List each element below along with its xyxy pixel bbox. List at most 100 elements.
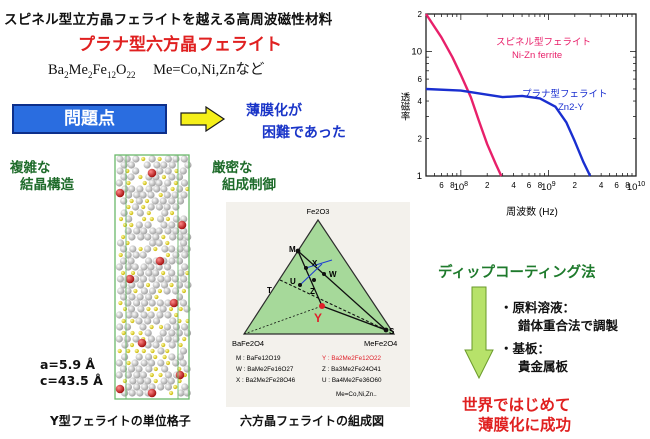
oxygen-atom [145, 257, 153, 265]
oxygen-atom [132, 155, 140, 163]
legend-u: U : Ba4Me2Fe36O60 [322, 377, 382, 384]
oxygen-atom [149, 227, 157, 235]
oxygen-atom [155, 263, 163, 271]
iron-atom [149, 324, 154, 330]
oxygen-atom [127, 365, 136, 373]
y-tick-label: 1 [417, 171, 422, 182]
oxygen-atom [125, 191, 133, 199]
point-s [383, 327, 389, 333]
oxygen-atom [123, 323, 132, 331]
oxygen-atom [149, 239, 157, 247]
oxygen-atom [168, 161, 176, 169]
oxygen-atom [147, 263, 155, 271]
barium-atom [115, 384, 125, 394]
oxygen-atom [124, 299, 132, 307]
oxygen-atom [131, 359, 139, 367]
oxygen-atom [115, 311, 123, 319]
point-y-label: Y [314, 311, 322, 325]
chemical-formula: Ba2Me2Fe12O22 Me=Co,Ni,Znなど [48, 58, 264, 80]
oxygen-atom [135, 353, 143, 361]
oxygen-atom [157, 347, 165, 355]
x-minor-tick-label: 6 [614, 181, 619, 190]
formula-o: O [115, 62, 127, 78]
x-minor-tick-label: 8 [538, 181, 543, 190]
oxygen-atom [133, 371, 141, 379]
oxygen-atom [129, 377, 137, 385]
oxygen-atom [160, 377, 168, 385]
oxygen-atom [139, 191, 147, 199]
oxygen-atom [184, 161, 192, 169]
oxygen-atom [181, 383, 189, 391]
oxygen-atom [164, 179, 172, 187]
lattice-c: c=43.5 Å [40, 373, 103, 388]
oxygen-atom [155, 227, 163, 235]
iron-atom [118, 300, 123, 306]
oxygen-atom [131, 263, 139, 271]
oxygen-atom [153, 185, 161, 193]
note-strict-control: 厳密な 組成制御 [212, 160, 276, 194]
oxygen-atom [152, 317, 161, 325]
legend-planar-line1: プラナ型フェライト [522, 89, 608, 100]
iron-atom [129, 222, 134, 228]
iron-atom [126, 360, 131, 366]
iron-atom [153, 366, 158, 372]
oxygen-atom [128, 293, 136, 301]
iron-atom [165, 240, 170, 246]
oxygen-atom [172, 155, 180, 163]
iron-atom [146, 210, 151, 216]
iron-atom [154, 294, 159, 300]
oxygen-atom [164, 335, 172, 343]
iron-atom [129, 198, 134, 204]
oxygen-atom [115, 371, 123, 379]
iron-atom [125, 240, 130, 246]
iron-atom [141, 204, 146, 210]
series-line-planar [425, 87, 592, 177]
oxygen-atom [168, 341, 176, 349]
iron-atom [141, 348, 146, 354]
oxygen-atom [116, 323, 124, 331]
oxygen-atom [171, 191, 179, 199]
iron-atom [158, 324, 164, 330]
oxygen-atom [180, 155, 188, 163]
apex-right-label: MeFe2O4 [364, 339, 397, 348]
oxygen-atom [184, 233, 192, 241]
formula-sub-me: 2 [87, 69, 93, 80]
oxygen-atom [139, 275, 148, 283]
oxygen-atom [125, 215, 133, 223]
oxygen-atom [120, 197, 128, 205]
point-m-label: M [289, 245, 296, 254]
oxygen-atom [116, 275, 124, 283]
oxygen-atom [175, 293, 184, 301]
oxygen-atom [148, 359, 156, 367]
formula-sub-o: 22 [126, 69, 136, 80]
oxygen-atom [167, 377, 175, 385]
x-tick-label: 109 [541, 181, 556, 193]
iron-atom [133, 288, 138, 294]
phase-diagram-panel: Fe2O3 BaFe2O4 MeFe2O4 M X W U Z Y T S M … [226, 202, 410, 407]
note-complex-line1: 複雑な [10, 160, 51, 176]
ternary-line-m-y [297, 250, 323, 307]
oxygen-atom [183, 329, 192, 337]
oxygen-atom [127, 173, 135, 181]
oxygen-atom [135, 365, 143, 373]
x-minor-tick-label: 8 [450, 181, 455, 190]
oxygen-atom [179, 299, 188, 307]
oxygen-atom [121, 353, 129, 361]
oxygen-atom [163, 287, 171, 295]
oxygen-atom [177, 269, 185, 277]
oxygen-atom [141, 299, 149, 307]
legend-spinel-line2: Ni-Zn ferrite [512, 50, 562, 61]
oxygen-atom [136, 377, 145, 385]
oxygen-atom [175, 257, 184, 265]
oxygen-atom [176, 197, 185, 205]
ternary-line-t-s [279, 279, 387, 331]
oxygen-atom [160, 185, 168, 193]
iron-atom [142, 180, 147, 186]
iron-atom [153, 306, 158, 312]
note-strict-line2: 組成制御 [222, 177, 276, 193]
oxygen-atom [155, 335, 163, 343]
iron-atom [168, 306, 174, 312]
formula-sub-fe: 12 [106, 69, 116, 80]
point-m [295, 248, 301, 254]
oxygen-atom [136, 293, 144, 301]
